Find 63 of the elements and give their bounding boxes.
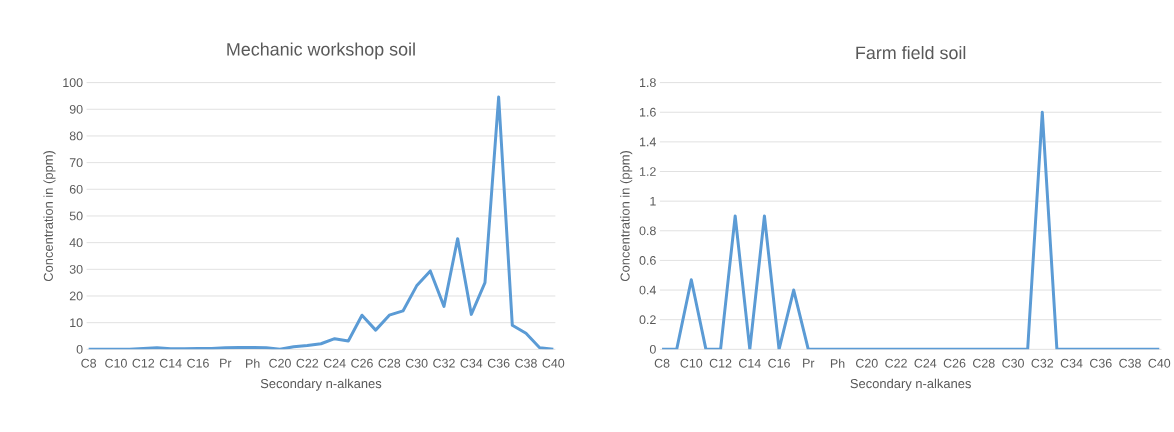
x-tick-label: C28 [378,358,401,368]
x-tick-label: C24 [914,358,937,368]
x-tick-label: Ph [830,358,845,368]
x-tick-label: C22 [885,358,907,368]
y-tick-label: 10 [70,318,83,328]
y-tick-label: 60 [69,184,83,194]
x-tick-label: C40 [1148,358,1171,368]
y-tick-label: 20 [69,291,83,301]
x-tick-label: C22 [296,358,319,368]
x-tick-label: C20 [856,358,878,368]
x-tick-label: C32 [433,358,455,368]
x-tick-label: C12 [132,358,155,368]
x-tick-label: C16 [768,358,790,368]
y-tick-label: 70 [69,158,83,168]
chart-title: Mechanic workshop soil [227,42,415,60]
y-tick-label: 80 [69,131,83,141]
y-tick-label: 1.8 [640,78,656,88]
x-axis-title: Secondary n-alkanes [850,378,971,391]
y-tick-label: 100 [63,78,83,88]
y-tick-label: 0.6 [639,256,656,265]
y-tick-label: 1.2 [640,167,656,176]
x-tick-label: C10 [680,358,703,368]
x-tick-label: Pr [803,358,815,368]
y-tick-label: 0.4 [639,285,656,295]
x-tick-label: C34 [460,358,483,368]
x-tick-label: C8 [81,358,97,368]
x-axis-title: Secondary n-alkanes [260,378,382,391]
x-tick-label: C16 [187,358,209,368]
x-tick-label: C34 [1060,358,1083,368]
x-tick-label: C26 [943,358,966,368]
x-tick-label: C10 [105,358,127,368]
x-tick-label: C36 [487,358,510,368]
x-tick-label: C30 [1002,358,1024,368]
x-tick-label: C38 [1119,358,1141,368]
y-tick-label: 0.2 [639,315,656,325]
x-tick-label: C8 [654,358,670,368]
x-tick-label: C14 [159,358,182,368]
y-tick-label: 30 [69,264,83,274]
y-tick-label: 40 [69,238,83,248]
y-tick-label: 1 [650,196,656,206]
x-tick-label: Ph [246,358,260,368]
y-tick-label: 0 [649,344,656,354]
y-tick-label: 0.8 [639,226,656,236]
x-tick-label: C32 [1031,358,1054,368]
x-tick-label: C30 [405,358,428,368]
x-tick-label: C12 [709,358,732,368]
y-tick-label: 1.4 [640,137,656,147]
x-tick-label: C14 [739,358,761,368]
x-tick-label: C24 [323,358,346,368]
y-axis-title: Concentration in (ppm) [43,151,56,282]
x-tick-label: Pr [220,358,232,368]
chart-title: Farm field soil [856,46,966,60]
x-tick-label: C38 [515,358,537,368]
y-tick-label: 0 [76,344,83,354]
y-axis-title: Concentration in (ppm) [620,151,633,282]
y-tick-label: 90 [69,104,83,114]
x-tick-label: C26 [351,358,373,368]
x-tick-label: C40 [542,358,565,368]
x-tick-label: C20 [269,358,291,368]
y-tick-label: 1.6 [640,107,656,117]
x-tick-label: C36 [1089,358,1112,368]
y-tick-label: 50 [69,211,83,221]
x-tick-label: C28 [973,358,995,368]
